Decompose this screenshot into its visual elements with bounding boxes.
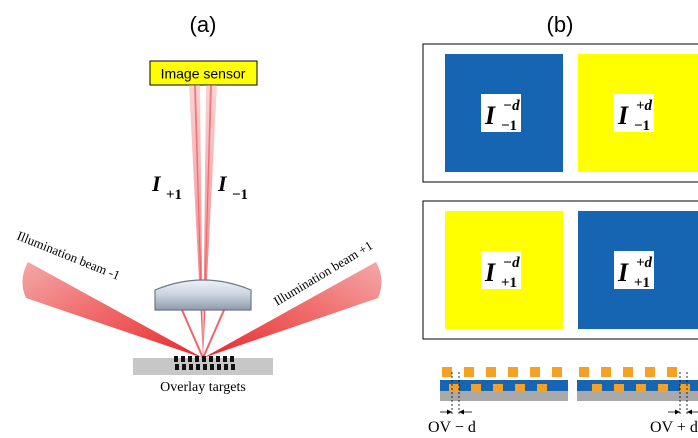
grating-bar-top — [195, 356, 199, 362]
bottom-grating-bar — [614, 384, 624, 392]
bottom-grating-bar — [658, 384, 668, 392]
bottom-grating-bar — [515, 384, 525, 392]
top-grating-bar — [442, 367, 452, 377]
ov-plus-d-marker — [668, 372, 698, 416]
label-row2-right-base: I — [617, 258, 629, 287]
intensity-minus1-sub: −1 — [232, 187, 248, 203]
ov-minus-d-label: OV − d — [428, 419, 476, 436]
ov-minus-d-marker — [440, 372, 472, 416]
label-row1-left-sup: −d — [503, 98, 520, 114]
panel-b-label: (b) — [547, 12, 574, 37]
grating-bar-bottom — [203, 364, 207, 370]
ov-plus-d-label: OV + d — [650, 419, 698, 436]
intensity-plus1-label: I +1 — [151, 171, 182, 203]
label-row2-right-sub: +1 — [634, 275, 650, 291]
grating-bar-bottom — [217, 364, 221, 370]
top-grating-bar — [508, 367, 518, 377]
label-row1-left-sub: −1 — [501, 118, 517, 134]
bottom-grating-bar — [592, 384, 602, 392]
label-row1-right-sub: −1 — [634, 118, 650, 134]
grating-bar-bottom — [189, 364, 193, 370]
bottom-grating-bar — [680, 384, 690, 392]
target-cross-section-left — [440, 367, 568, 401]
intensity-minus1-base: I — [217, 171, 228, 196]
overlay-target-gratings — [174, 356, 235, 370]
label-row1-right: I +d −1 — [614, 94, 654, 134]
overlay-targets-label: Overlay targets — [160, 380, 246, 395]
grating-bar-top — [209, 356, 213, 362]
grating-bar-bottom — [175, 364, 179, 370]
bottom-grating-bar — [471, 384, 481, 392]
top-grating-bar — [530, 367, 540, 377]
top-grating-bar — [464, 367, 474, 377]
grating-bar-bottom — [182, 364, 186, 370]
bottom-grating-bar — [537, 384, 547, 392]
bottom-grating-bar — [636, 384, 646, 392]
grating-bar-top — [188, 356, 192, 362]
grating-bar-bottom — [196, 364, 200, 370]
label-row2-right-sup: +d — [636, 255, 653, 271]
top-grating-bar — [486, 367, 496, 377]
panel-a-label: (a) — [190, 12, 217, 37]
top-grating-bar — [579, 367, 589, 377]
bottom-grating-bar — [493, 384, 503, 392]
intensity-plus1-base: I — [151, 171, 162, 196]
grating-bar-top — [202, 356, 206, 362]
grating-bar-bottom — [210, 364, 214, 370]
grating-bar-bottom — [224, 364, 228, 370]
grating-bar-top — [223, 356, 227, 362]
illumination-beam-right — [203, 262, 382, 358]
grating-bar-top — [181, 356, 185, 362]
label-row1-right-base: I — [617, 101, 629, 130]
bottom-grating-bar — [449, 384, 459, 392]
intensity-plus1-sub: +1 — [166, 187, 182, 203]
label-row1-right-sup: +d — [636, 98, 653, 114]
label-row1-left: I −d −1 — [481, 94, 521, 134]
top-grating-bar — [623, 367, 633, 377]
label-row2-left-base: I — [484, 258, 496, 287]
image-sensor-box — [149, 60, 258, 86]
ray-1 — [181, 309, 204, 359]
label-row2-left: I −d +1 — [481, 251, 521, 291]
top-grating-bar — [552, 367, 562, 377]
target-cross-section-right — [577, 367, 698, 401]
illumination-beam-left — [22, 262, 204, 358]
film-layer — [440, 380, 568, 391]
grating-bar-top — [174, 356, 178, 362]
ray-2 — [202, 309, 225, 359]
grating-bar-top — [230, 356, 234, 362]
top-grating-bar — [645, 367, 655, 377]
label-row2-left-sub: +1 — [501, 275, 517, 291]
intensity-minus1-label: I −1 — [217, 171, 248, 203]
image-sensor-label: Image sensor — [161, 66, 246, 82]
label-row2-left-sup: −d — [503, 255, 520, 271]
substrate-layer — [440, 391, 568, 401]
top-grating-bar — [667, 367, 677, 377]
objective-lens — [154, 279, 252, 311]
grating-bar-bottom — [231, 364, 235, 370]
top-grating-bar — [601, 367, 611, 377]
substrate-layer — [577, 391, 698, 401]
label-row2-right: I +d +1 — [614, 251, 654, 291]
label-row1-left-base: I — [484, 101, 496, 130]
grating-bar-top — [216, 356, 220, 362]
